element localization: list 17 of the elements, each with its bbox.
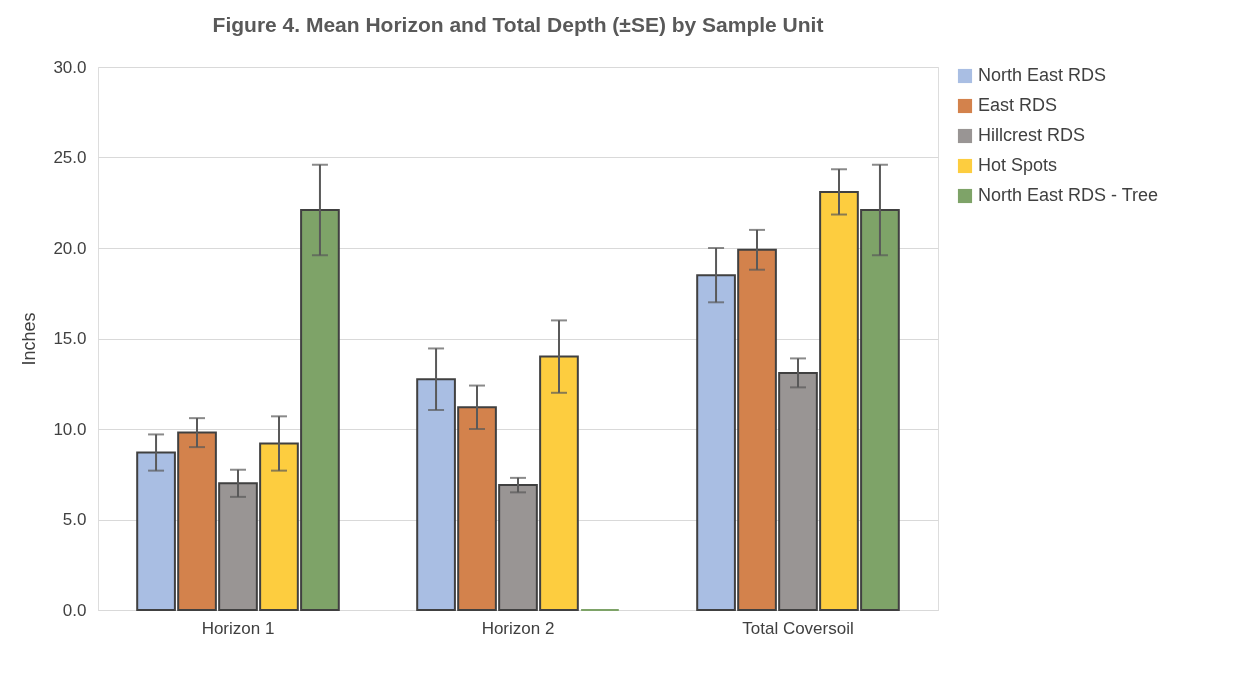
x-tick-label: Horizon 2 bbox=[481, 618, 555, 638]
legend-label: North East RDS - Tree bbox=[978, 185, 1159, 205]
x-tick-label: Total Coversoil bbox=[742, 618, 854, 638]
legend-label: Hillcrest RDS bbox=[978, 125, 1086, 145]
y-tick-label: 25.0 bbox=[53, 148, 87, 167]
legend-label: Hot Spots bbox=[978, 155, 1058, 175]
legend-label: North East RDS bbox=[978, 65, 1107, 85]
y-axis-title: Inches bbox=[19, 312, 40, 366]
y-tick-label: 30.0 bbox=[53, 57, 87, 77]
x-tick-label: Horizon 1 bbox=[201, 618, 275, 638]
y-tick-label: 0.0 bbox=[62, 600, 87, 620]
y-tick-label: 15.0 bbox=[53, 329, 87, 348]
legend-label: East RDS bbox=[978, 95, 1058, 115]
y-tick-label: 20.0 bbox=[53, 238, 87, 258]
chart-title: Figure 4. Mean Horizon and Total Depth (±SE) by Sample Unit bbox=[212, 13, 824, 36]
y-tick-label: 5.0 bbox=[62, 510, 87, 529]
y-tick-label: 10.0 bbox=[53, 419, 87, 439]
